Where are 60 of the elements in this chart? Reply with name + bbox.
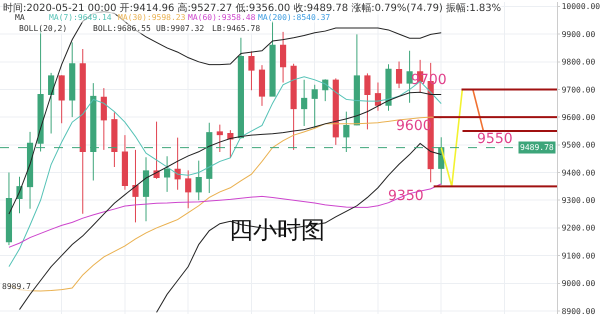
annotation: MA(7):9649.14 xyxy=(49,13,112,22)
candlestick xyxy=(332,78,339,146)
candlestick xyxy=(174,137,181,190)
candlestick xyxy=(396,61,402,89)
candlestick xyxy=(385,64,392,112)
candlestick xyxy=(248,50,255,91)
y-tick-label: 9200.00 xyxy=(562,224,596,233)
annotation: MA(30):9598.23 xyxy=(118,13,186,22)
annotation: UB:9907.32 xyxy=(156,24,204,33)
candlestick xyxy=(48,72,54,134)
candlestick xyxy=(269,20,276,98)
candlestick xyxy=(122,134,128,190)
candlestick xyxy=(258,64,266,106)
candlestick xyxy=(100,88,107,150)
y-tick-label: 9300.00 xyxy=(562,196,596,206)
annotation: 8989.7 xyxy=(2,282,32,291)
ref-line-label: 9489.78 xyxy=(520,143,554,152)
y-tick-label: 9000.00 xyxy=(562,279,596,288)
y-tick-label: 9900.00 xyxy=(562,30,596,39)
y-tick-label: 9700.00 xyxy=(562,85,596,94)
ref-line-label: 9550 xyxy=(477,131,513,147)
y-tick-label: 10000.00 xyxy=(562,2,600,12)
y-tick-label: 9500.00 xyxy=(562,140,596,150)
annotation: LB:9465.78 xyxy=(212,24,260,33)
y-tick-label: 9800.00 xyxy=(562,58,596,67)
candlestick xyxy=(280,31,286,84)
annotation: BOLL(20,2) xyxy=(19,24,68,33)
candlestick xyxy=(364,72,370,130)
candlestick xyxy=(69,42,76,118)
y-tick-label: 8900.00 xyxy=(562,306,596,316)
candlestick xyxy=(80,48,86,214)
candlestick xyxy=(196,160,202,201)
annotation: BOLL:9686.55 xyxy=(93,24,151,33)
line-series xyxy=(156,142,442,313)
candlestick xyxy=(6,172,12,246)
candlestick xyxy=(153,121,160,180)
candlestick xyxy=(164,156,170,192)
y-tick-label: 9600.00 xyxy=(562,112,596,122)
candlestick xyxy=(132,149,139,223)
candlestick xyxy=(58,74,65,124)
y-tick-label: 9400.00 xyxy=(562,168,596,178)
candlestick xyxy=(227,130,234,158)
candlestick xyxy=(301,79,308,127)
annotation: MA xyxy=(15,13,25,22)
annotation: MA(60):9358.48 xyxy=(188,13,256,22)
candlestick xyxy=(142,156,150,222)
candlestick xyxy=(185,170,192,209)
line-series xyxy=(8,183,442,248)
candlestick xyxy=(322,78,328,102)
y-tick-label: 9100.00 xyxy=(562,251,596,260)
candlestick xyxy=(111,112,118,168)
annotation: 时间:2020-05-21 00:00 开:9414.96 高:9527.27 低:9356.00 收:9489.78 涨幅:0.79%(74.79) 振幅:1.83% xyxy=(3,2,502,14)
candlestick xyxy=(312,84,318,128)
candlestick xyxy=(406,50,413,104)
annotation: MA(200):8540.37 xyxy=(258,13,330,22)
candlestick xyxy=(374,82,382,112)
candlestick xyxy=(238,37,244,139)
candlestick xyxy=(290,63,297,150)
candlestick xyxy=(216,124,223,153)
candlestick xyxy=(354,34,360,126)
